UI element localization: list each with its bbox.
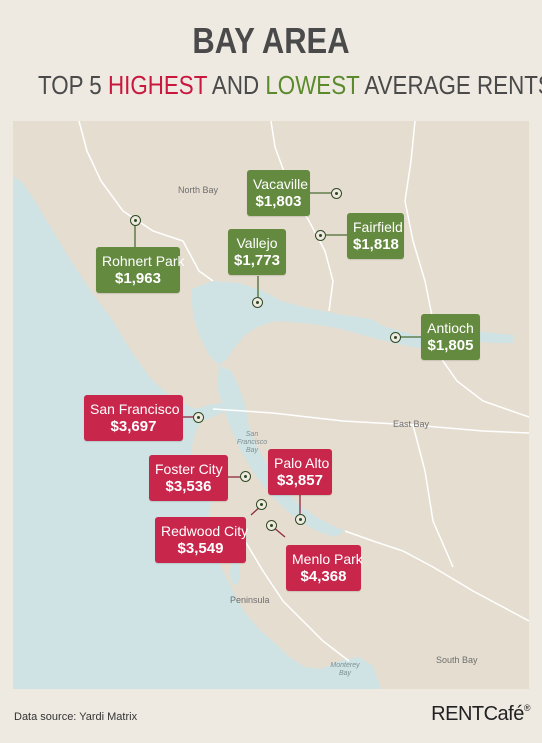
marker-san-francisco[interactable] <box>193 412 204 423</box>
region-north-bay: North Bay <box>178 185 219 195</box>
page-subtitle: TOP 5 HIGHEST AND LOWEST AVERAGE RENTS <box>37 70 542 101</box>
data-source: Data source: Yardi Matrix <box>14 711 138 723</box>
region-peninsula: Peninsula <box>230 595 270 605</box>
callout-antioch[interactable]: Antioch $1,805 <box>421 314 480 360</box>
region-east-bay: East Bay <box>393 419 430 429</box>
rent-value: $1,818 <box>353 236 399 253</box>
callout-foster-city[interactable]: Foster City $3,536 <box>149 455 228 501</box>
city-name: Menlo Park <box>292 551 363 567</box>
sf-bay-label: San Francisco Bay <box>233 431 271 455</box>
city-name: Vallejo <box>236 235 278 251</box>
sf-bay-label-line3: Bay <box>245 447 259 454</box>
callout-redwood-city[interactable]: Redwood City $3,549 <box>155 517 249 563</box>
city-name: Palo Alto <box>274 455 330 471</box>
marker-foster-city[interactable] <box>240 471 251 482</box>
bay-area-map[interactable]: North Bay East Bay Peninsula South Bay S… <box>13 121 529 689</box>
city-name: Fairfield <box>353 219 403 235</box>
rent-value: $1,773 <box>234 252 280 269</box>
rent-value: $3,697 <box>110 418 157 435</box>
marker-rohnert-park[interactable] <box>130 215 141 226</box>
region-south-bay: South Bay <box>436 655 478 665</box>
brand-name: RENTCafé <box>431 703 524 725</box>
marker-fairfield[interactable] <box>315 230 326 241</box>
rent-value: $1,963 <box>115 270 161 287</box>
callout-palo-alto[interactable]: Palo Alto $3,857 <box>268 449 332 495</box>
monterey-bay-label-line1: Monterey <box>330 662 360 669</box>
callout-san-francisco[interactable]: San Francisco $3,697 <box>84 395 183 441</box>
subtitle-prefix: TOP 5 <box>37 70 108 100</box>
pacific-ocean <box>13 176 381 689</box>
marker-antioch[interactable] <box>390 332 401 343</box>
callout-fairfield[interactable]: Fairfield $1,818 <box>347 213 404 259</box>
rent-value: $1,803 <box>255 193 302 210</box>
subtitle-suffix: AVERAGE RENTS <box>359 70 542 100</box>
subtitle-lowest: LOWEST <box>265 70 360 100</box>
callout-menlo-park[interactable]: Menlo Park $4,368 <box>286 545 363 591</box>
marker-vallejo[interactable] <box>252 297 263 308</box>
rent-value: $4,368 <box>300 568 347 585</box>
subtitle-highest: HIGHEST <box>107 70 207 100</box>
monterey-bay-label: Monterey Bay <box>325 662 365 678</box>
rent-value: $3,549 <box>177 540 224 557</box>
rent-value: $3,536 <box>165 478 212 495</box>
suisun-bay <box>313 315 385 333</box>
brand-logo: RENTCafé® <box>431 703 530 726</box>
callout-vallejo[interactable]: Vallejo $1,773 <box>228 229 286 275</box>
marker-redwood-city[interactable] <box>256 499 267 510</box>
city-name: Redwood City <box>161 523 249 539</box>
monterey-bay-label-line2: Bay <box>338 670 352 677</box>
page-title: BAY AREA <box>192 20 350 61</box>
marker-menlo-park[interactable] <box>266 520 277 531</box>
sf-bay <box>217 365 345 537</box>
callout-vacaville[interactable]: Vacaville $1,803 <box>247 170 310 216</box>
city-name: Foster City <box>155 461 223 477</box>
marker-vacaville[interactable] <box>331 188 342 199</box>
subtitle-and: AND <box>206 70 266 100</box>
city-name: Rohnert Park <box>102 253 185 269</box>
sf-bay-label-line1: San <box>245 431 259 438</box>
registered-mark: ® <box>523 703 531 713</box>
city-name: Antioch <box>427 320 474 336</box>
city-name: Vacaville <box>253 176 308 192</box>
rent-value: $1,805 <box>427 337 474 354</box>
marker-palo-alto[interactable] <box>295 514 306 525</box>
city-name: San Francisco <box>90 401 180 417</box>
rent-value: $3,857 <box>277 472 323 489</box>
callout-rohnert-park[interactable]: Rohnert Park $1,963 <box>96 247 185 293</box>
reservoir <box>230 561 240 585</box>
sf-bay-label-line2: Francisco <box>236 439 268 446</box>
